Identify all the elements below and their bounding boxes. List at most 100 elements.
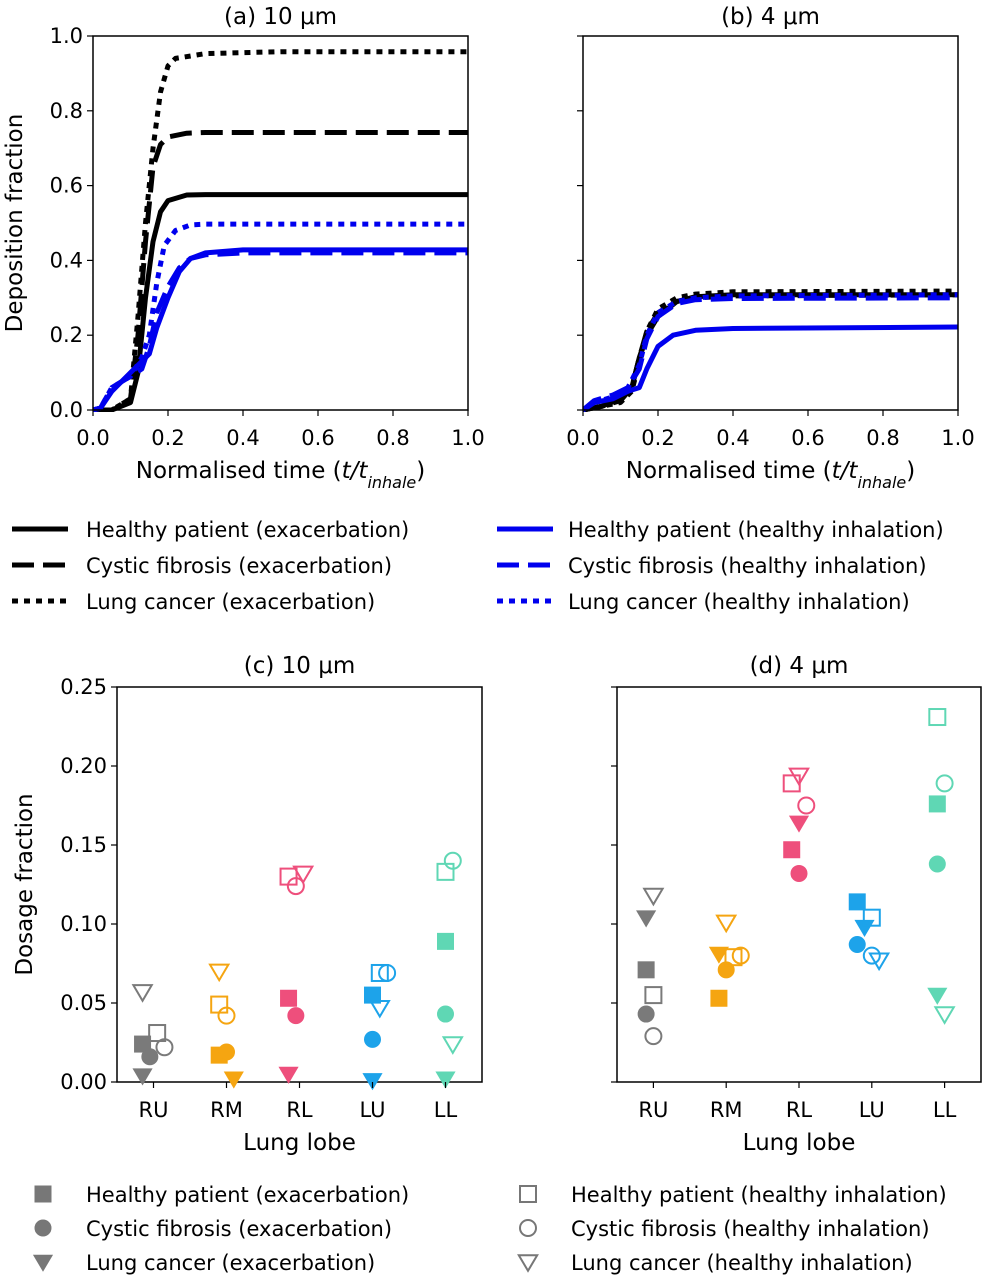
y-axis-label: Deposition fraction [2, 114, 28, 333]
plot-frame [616, 686, 982, 1083]
series-line-6 [583, 292, 958, 412]
data-point-rm-circle [731, 946, 750, 965]
x-tick-label: 1.0 [451, 426, 484, 450]
y-tick-label: 0.0 [50, 398, 83, 422]
x-axis-label-part: inhale [367, 473, 416, 492]
legend-label: Lung cancer (healthy inhalation) [571, 1251, 913, 1275]
y-tick-label: 0.20 [60, 754, 107, 778]
data-point-rm-triangle [708, 946, 729, 964]
series-line-5 [93, 250, 468, 412]
data-point-lu-circle [848, 936, 866, 954]
x-tick-label: 0.6 [791, 426, 824, 450]
x-tick-label: 0.0 [76, 426, 109, 450]
x-axis-label-part: Normalised time ( [626, 458, 832, 484]
data-point-ll-triangle [933, 1006, 956, 1025]
x-axis-label: Lung lobe [743, 1130, 856, 1156]
data-point-rl-circle [790, 864, 808, 882]
plot-frame [582, 35, 959, 411]
data-point-ru-square [148, 1024, 167, 1043]
series-line-1 [583, 292, 958, 412]
x-axis-label-part: Normalised time ( [136, 458, 342, 484]
marker-legend: Healthy patient (exacerbation) Cystic fib… [32, 1183, 947, 1275]
data-point-lu-circle [378, 963, 397, 982]
x-axis-label-part: /t [839, 458, 859, 484]
data-point-rm-circle [217, 1006, 236, 1025]
data-point-ru-circle [637, 1005, 655, 1023]
x-axis-label-part: inhale [857, 473, 906, 492]
legend-label: Lung cancer (healthy inhalation) [568, 590, 910, 614]
legend-marker-square [34, 1185, 52, 1203]
x-axis-label-part: /t [349, 458, 369, 484]
data-point-ll-triangle [441, 1036, 464, 1055]
y-tick-label: 0.15 [60, 833, 107, 857]
x-tick-label: 0.6 [301, 426, 334, 450]
legend-label: Cystic fibrosis (healthy inhalation) [568, 554, 927, 578]
legend-marker-triangle [32, 1254, 54, 1272]
x-axis-label: Lung lobe [243, 1130, 356, 1156]
data-point-ru-circle [141, 1048, 159, 1066]
x-axis-label-part: ) [416, 458, 425, 484]
data-point-lu-circle [862, 946, 881, 965]
legend-label: Healthy patient (exacerbation) [86, 1183, 409, 1207]
chart-title: (b) 4 μm [721, 4, 820, 30]
y-tick-label: 0.8 [50, 99, 83, 123]
legend-label: Healthy patient (healthy inhalation) [568, 518, 944, 542]
x-tick-label: RL [286, 1098, 313, 1122]
legend-label: Cystic fibrosis (healthy inhalation) [571, 1217, 930, 1241]
data-point-rl-circle [287, 1007, 305, 1025]
legend-label: Healthy patient (healthy inhalation) [571, 1183, 947, 1207]
x-tick-label: LU [359, 1098, 385, 1122]
data-point-rm-circle [218, 1043, 235, 1061]
data-point-ru-triangle [131, 984, 154, 1003]
x-axis-label-part: t [342, 458, 352, 484]
data-point-ru-triangle [642, 887, 665, 907]
data-point-rl-square [280, 989, 298, 1007]
data-point-ll-triangle [927, 987, 948, 1005]
data-point-rm-triangle [715, 914, 738, 934]
plot-frame [92, 35, 469, 411]
data-point-ru-circle [155, 1038, 174, 1057]
data-point-lu-square [848, 893, 866, 911]
legend-label: Cystic fibrosis (exacerbation) [86, 554, 392, 578]
x-tick-label: RU [139, 1098, 169, 1122]
data-point-rl-triangle [292, 865, 315, 885]
y-tick-label: 0.6 [50, 174, 83, 198]
panel-c: RU RM RL LU LL 0.00 0.05 0.10 0.15 0.20 0.25 (c) 10… [12, 653, 483, 1156]
legend-label: Healthy patient (exacerbation) [86, 518, 409, 542]
legend-marker-square [519, 1185, 537, 1203]
data-point-ll-square [437, 932, 454, 950]
data-point-ru-triangle [636, 910, 657, 928]
data-point-lu-square [370, 963, 389, 982]
data-point-rm-square [724, 948, 743, 967]
data-point-rl-triangle [788, 767, 810, 787]
x-axis-label: Normalised time (t/tinhale) [626, 458, 916, 492]
x-tick-label: 0.4 [226, 426, 259, 450]
data-point-rm-square [710, 989, 728, 1007]
series-line-2 [93, 130, 468, 412]
data-point-ll-circle [437, 1005, 454, 1023]
legend-label: Lung cancer (exacerbation) [86, 590, 375, 614]
chart-title: (d) 4 μm [750, 653, 849, 679]
data-point-rl-circle [286, 877, 305, 896]
chart-title: (a) 10 μm [224, 4, 337, 30]
data-point-rl-square [783, 841, 801, 859]
data-point-rl-triangle [788, 815, 810, 833]
legend-label: Lung cancer (exacerbation) [86, 1251, 375, 1275]
data-point-ll-square [436, 862, 455, 881]
data-point-rm-square [210, 995, 229, 1014]
x-tick-label: LL [933, 1098, 957, 1122]
x-tick-label: 1.0 [941, 426, 974, 450]
data-point-lu-triangle [868, 952, 891, 972]
x-tick-label: 0.8 [866, 426, 899, 450]
y-tick-label: 0.2 [50, 323, 83, 347]
series-line-6 [93, 221, 468, 412]
y-tick-label: 1.0 [50, 24, 83, 48]
data-point-rm-triangle [208, 963, 231, 983]
x-tick-label: RM [210, 1098, 243, 1122]
data-point-rm-triangle [223, 1071, 244, 1089]
data-point-ll-circle [928, 855, 946, 873]
x-tick-label: RM [710, 1098, 743, 1122]
panel-d: RU RM RL LU LL (d) 4 μm Lung lobe [611, 653, 982, 1156]
x-tick-label: LL [434, 1098, 458, 1122]
